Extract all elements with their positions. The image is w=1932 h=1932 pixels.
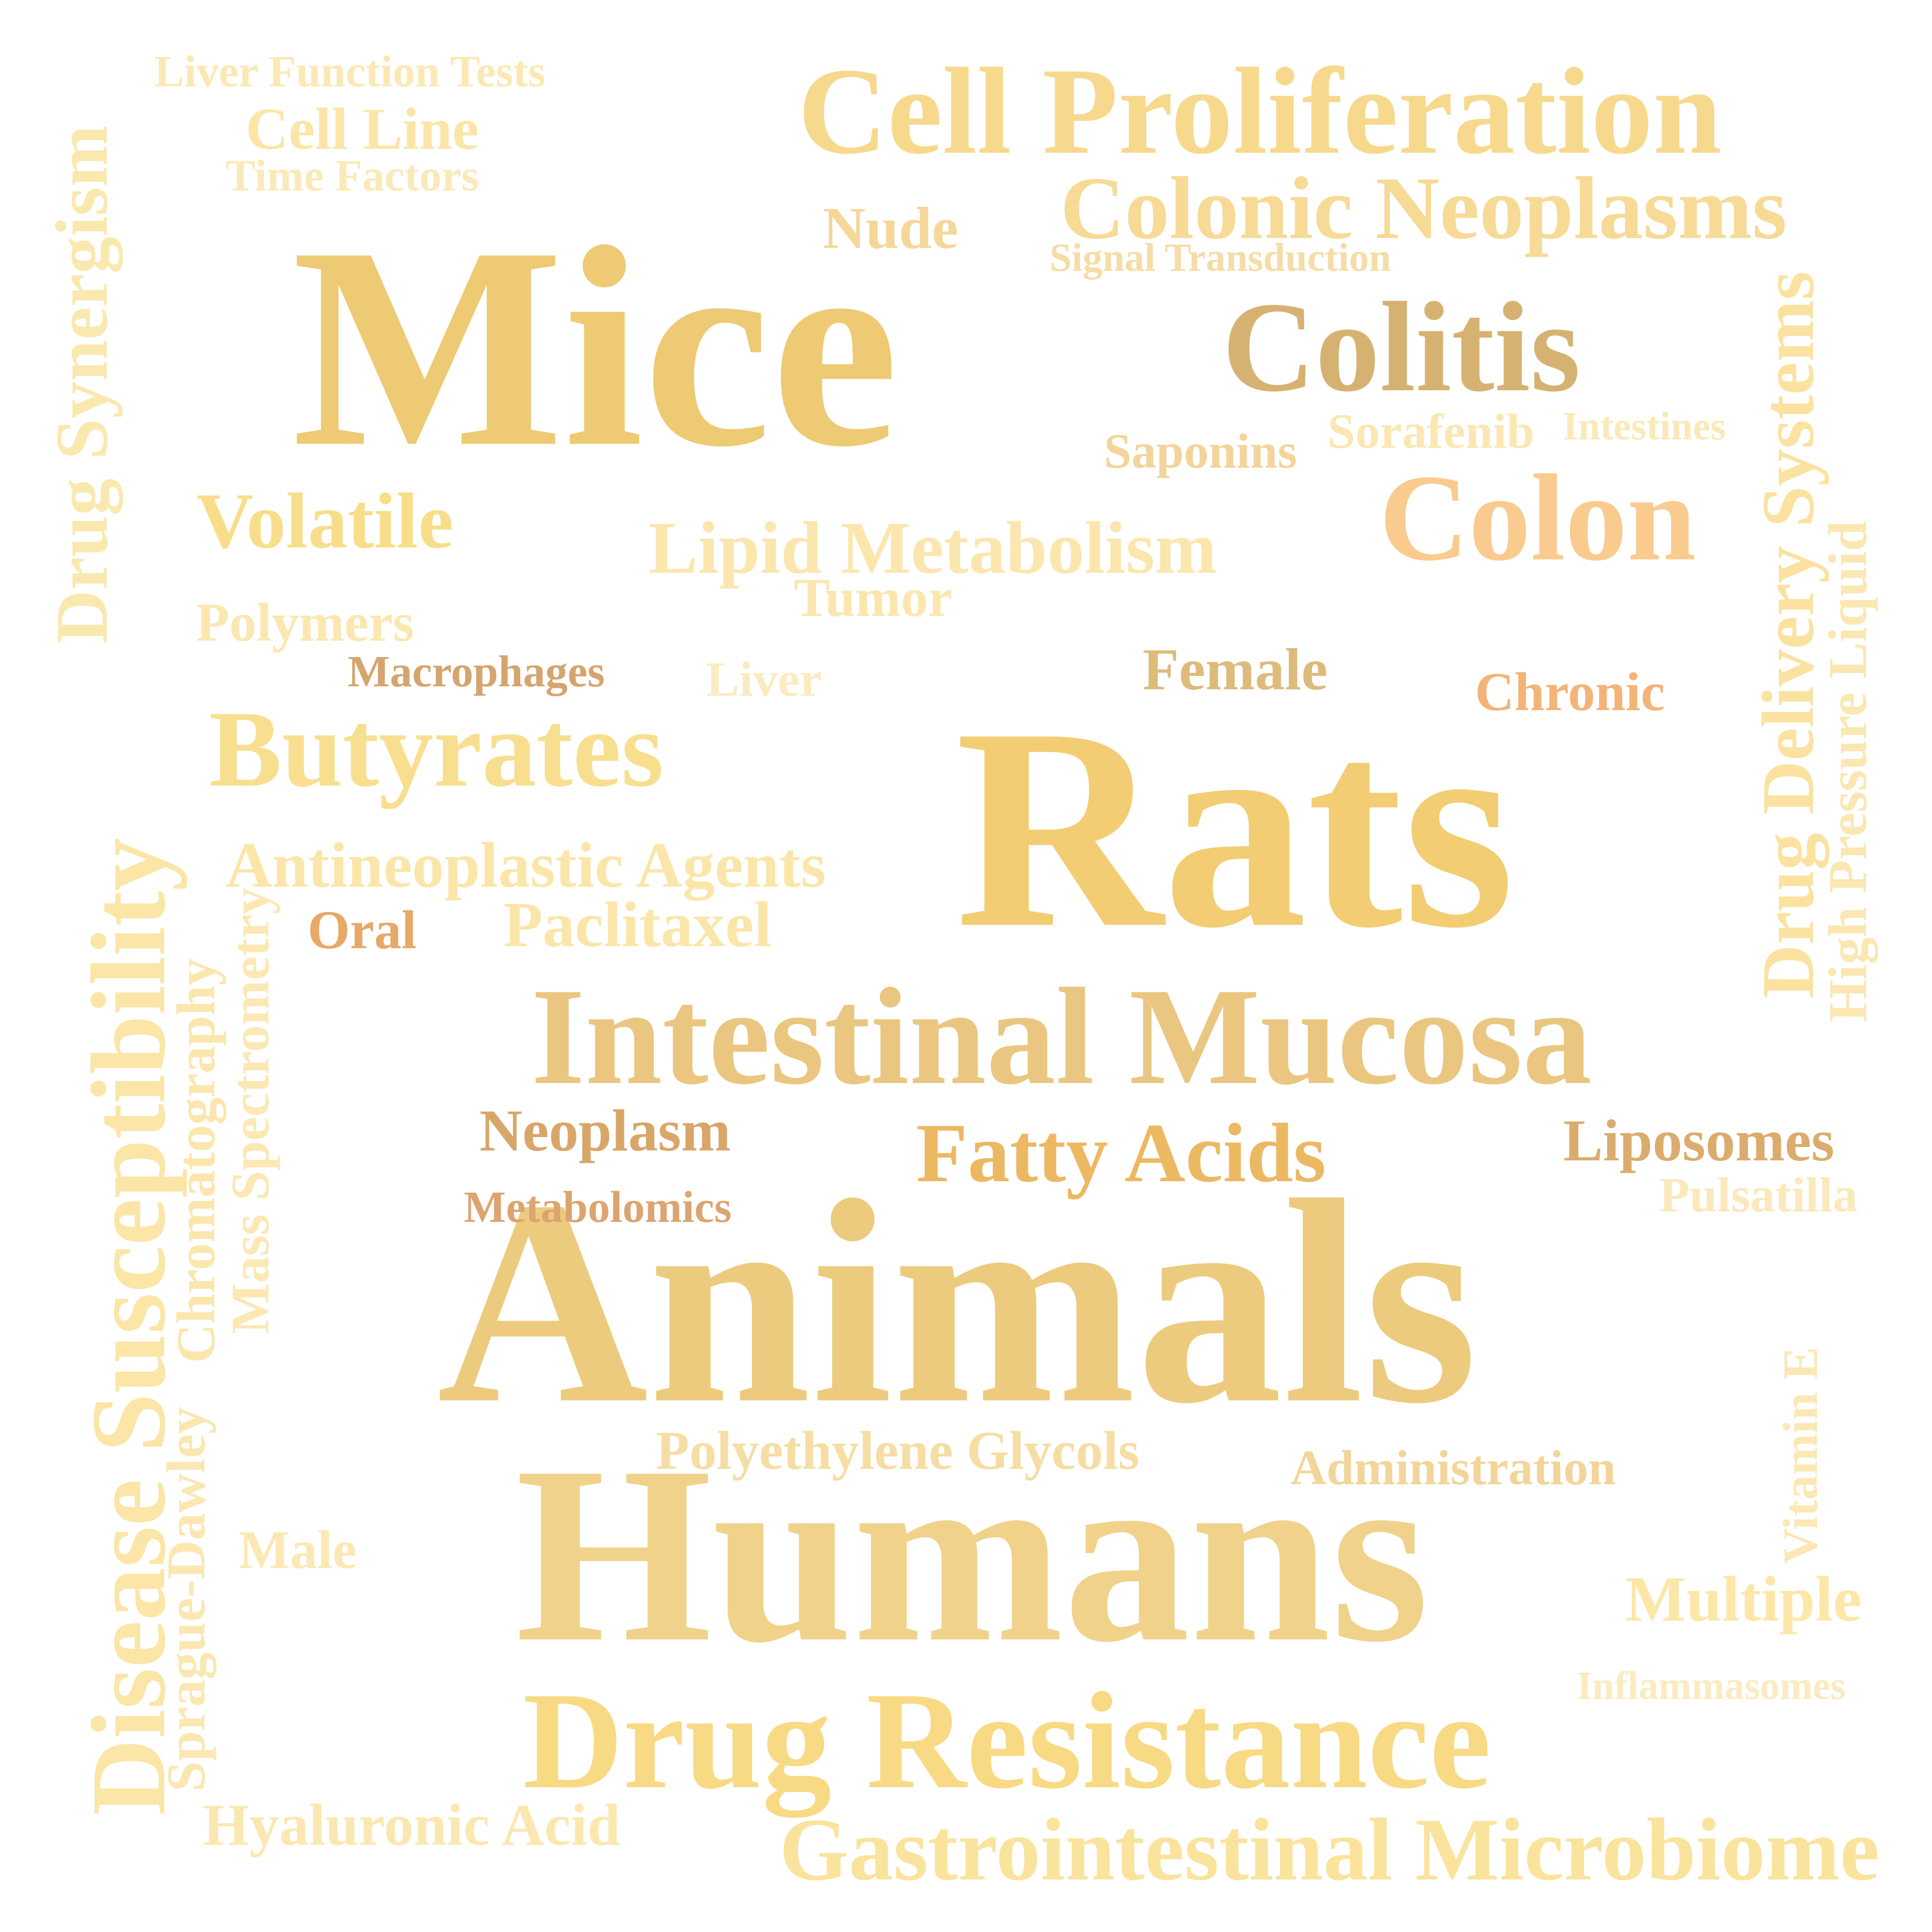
word-polymers: Polymers	[196, 592, 414, 653]
word-cell-line: Cell Line	[246, 96, 479, 162]
word-pulsatilla: Pulsatilla	[1659, 1167, 1858, 1222]
word-fatty-acids: Fatty Acids	[916, 1106, 1326, 1200]
word-signal-transduction: Signal Transduction	[1050, 236, 1391, 280]
word-liposomes: Liposomes	[1563, 1107, 1835, 1173]
word-drug-delivery-systems: Drug Delivery Systems	[1747, 271, 1829, 998]
word-sprague-dawley: Sprague-Dawley	[156, 1406, 216, 1792]
word-polyethylene-glycols: Polyethylene Glycols	[656, 1420, 1140, 1481]
word-inflammasomes: Inflammasomes	[1577, 1664, 1846, 1708]
word-antineoplastic-agents: Antineoplastic Agents	[226, 830, 826, 901]
word-vitamin-e: Vitamin E	[1773, 1347, 1828, 1564]
word-macrophages: Macrophages	[348, 647, 605, 696]
word-nude: Nude	[822, 195, 958, 261]
word-mass-spectrometry: Mass Spectrometry	[220, 887, 280, 1334]
word-rats: Rats	[955, 669, 1515, 987]
word-colitis: Colitis	[1222, 276, 1581, 419]
word-drug-synergism: Drug Synergism	[41, 125, 123, 644]
word-intestinal-mucosa: Intestinal Mucosa	[531, 959, 1592, 1113]
word-animals: Animals	[437, 1140, 1478, 1464]
word-humans: Humans	[515, 1415, 1430, 1694]
word-mice: Mice	[292, 188, 899, 506]
word-hyaluronic-acid: Hyaluronic Acid	[203, 1792, 621, 1858]
word-paclitaxel: Paclitaxel	[503, 889, 772, 961]
word-colonic-neoplasms: Colonic Neoplasms	[1060, 159, 1787, 257]
word-drug-resistance: Drug Resistance	[523, 1663, 1491, 1817]
word-multiple: Multiple	[1625, 1564, 1862, 1635]
word-intestines: Intestines	[1562, 405, 1726, 448]
word-saponins: Saponins	[1104, 423, 1297, 479]
word-administration: Administration	[1291, 1440, 1616, 1495]
word-liver-function-tests: Liver Function Tests	[154, 47, 546, 96]
word-butyrates: Butyrates	[209, 688, 664, 809]
word-lipid-metabolism: Lipid Metabolism	[648, 507, 1217, 589]
word-oral: Oral	[308, 900, 417, 960]
word-liver: Liver	[706, 652, 822, 707]
word-metabolomics: Metabolomics	[464, 1183, 732, 1232]
word-gastrointestinal-microbiome: Gastrointestinal Microbiome	[779, 1800, 1880, 1899]
word-cell-proliferation: Cell Proliferation	[798, 43, 1722, 180]
word-female: Female	[1142, 636, 1328, 702]
word-chromatography: Chromatography	[166, 958, 226, 1363]
word-volatile: Volatile	[196, 477, 454, 565]
word-tumor: Tumor	[794, 567, 952, 628]
word-high-pressure-liquid: High Pressure Liquid	[1817, 520, 1878, 1022]
word-male: Male	[239, 1519, 357, 1580]
word-colon: Colon	[1379, 449, 1696, 587]
word-neoplasm: Neoplasm	[479, 1097, 731, 1163]
word-chronic: Chronic	[1475, 662, 1665, 722]
word-sorafenib: Sorafenib	[1327, 404, 1535, 459]
word-time-factors: Time Factors	[225, 151, 479, 200]
